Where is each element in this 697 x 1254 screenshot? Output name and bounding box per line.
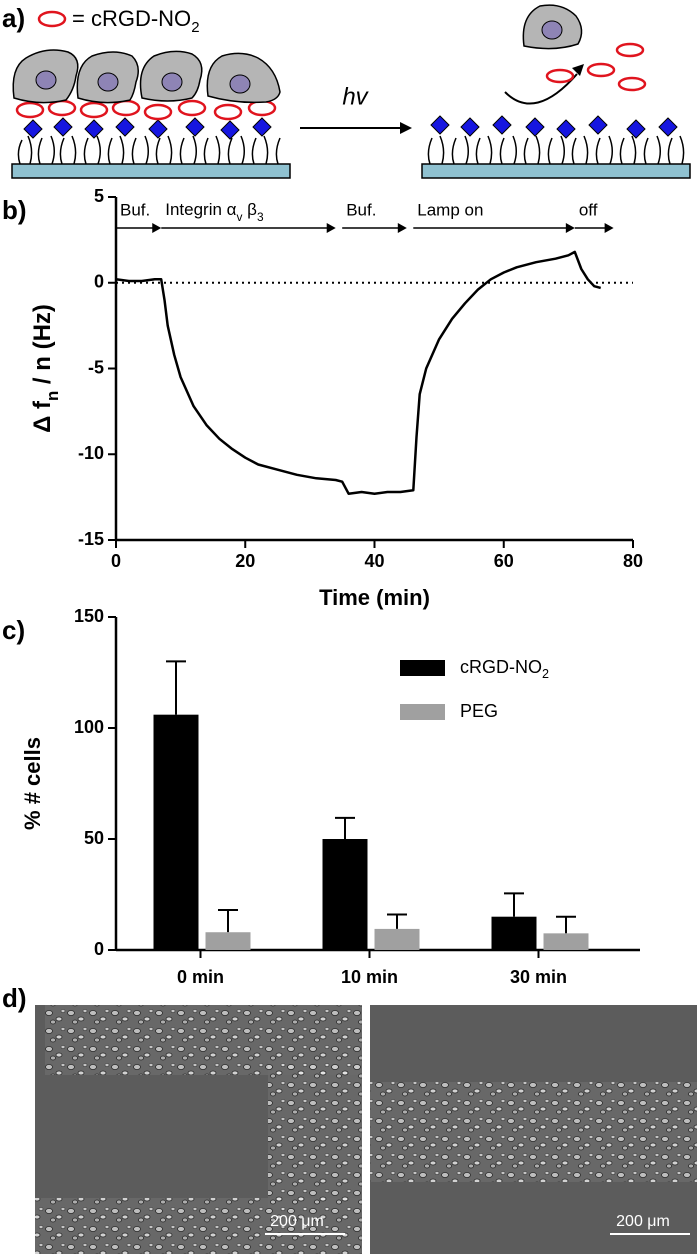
x-tick-label: 0 min xyxy=(177,967,224,987)
legend-label: cRGD-NO2 xyxy=(460,657,549,682)
annotation: Buf. xyxy=(120,200,150,219)
panel-label: c) xyxy=(2,615,25,645)
micrographs: 200 μm 200 μm xyxy=(35,1005,697,1254)
bar xyxy=(491,916,537,950)
x-axis-title: Time (min) xyxy=(319,585,430,610)
trace xyxy=(115,250,602,495)
y-tick-label: 100 xyxy=(74,717,104,737)
bar xyxy=(322,839,368,950)
panel-label: b) xyxy=(2,195,27,225)
y-tick-label: 0 xyxy=(94,272,104,292)
y-tick-label: 5 xyxy=(94,186,104,206)
schematic: = cRGD-NO2 hv xyxy=(11,4,691,179)
scale-bar-label: 200 μm xyxy=(270,1213,324,1230)
y-tick-label: -5 xyxy=(88,357,104,377)
scale-bar-label: 200 μm xyxy=(616,1213,670,1230)
x-tick-label: 20 xyxy=(235,551,255,571)
x-tick-label: 30 min xyxy=(510,967,567,987)
y-tick-label: -15 xyxy=(78,529,104,549)
bar xyxy=(153,714,199,950)
x-tick-label: 60 xyxy=(494,551,514,571)
panel-label: d) xyxy=(2,983,27,1013)
legend-label: PEG xyxy=(460,701,498,721)
annotation: Buf. xyxy=(346,200,376,219)
bar xyxy=(543,933,589,950)
y-axis-title: Δ fn / n (Hz) xyxy=(29,304,62,433)
legend-swatch xyxy=(400,704,445,720)
annotation-arrowhead xyxy=(604,223,614,233)
legend-swatch xyxy=(400,660,445,676)
annotation: Lamp on xyxy=(417,200,483,219)
legend-text: = cRGD-NO2 xyxy=(72,6,200,37)
x-tick-label: 10 min xyxy=(341,967,398,987)
x-tick-label: 0 xyxy=(111,551,121,571)
y-tick-label: 50 xyxy=(84,828,104,848)
y-axis-title: % # cells xyxy=(20,737,45,830)
bar xyxy=(374,928,420,950)
y-tick-label: 150 xyxy=(74,606,104,626)
y-tick-label: -10 xyxy=(78,443,104,463)
annotation-arrowhead xyxy=(152,223,162,233)
annotation-arrowhead xyxy=(326,223,336,233)
y-tick-label: 0 xyxy=(94,939,104,959)
x-tick-label: 40 xyxy=(364,551,384,571)
annotation: off xyxy=(579,200,598,219)
annotation-arrowhead xyxy=(397,223,407,233)
panel-label: a) xyxy=(2,3,25,33)
x-tick-label: 80 xyxy=(623,551,643,571)
annotation: Integrin αv β3 xyxy=(165,200,264,224)
annotation-arrowhead xyxy=(565,223,575,233)
bar xyxy=(205,932,251,950)
light-label: hv xyxy=(342,83,369,110)
